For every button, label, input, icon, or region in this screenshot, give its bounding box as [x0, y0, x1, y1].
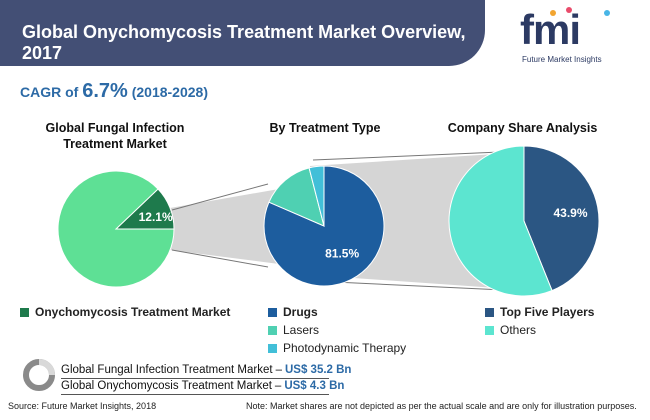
- market-size-divider: [61, 378, 329, 379]
- cagr-value: 6.7%: [82, 80, 128, 102]
- pie-slice-drugs: [263, 165, 385, 287]
- legend-swatch: [20, 307, 29, 317]
- legend-lasers: Lasers: [268, 323, 319, 337]
- zoom-line: [171, 183, 269, 211]
- page-title: Global Onychomycosis Treatment Market Ov…: [22, 22, 466, 63]
- chart1-heading-line1: Global Fungal Infection: [45, 121, 185, 135]
- logo-dot: [604, 10, 610, 16]
- pie-chart-company-share: 43.9%: [448, 145, 600, 297]
- chart3-heading: Company Share Analysis: [447, 121, 598, 135]
- chart2-heading: By Treatment Type: [269, 121, 381, 135]
- legend-swatch: [268, 325, 277, 335]
- data-label: 43.9%: [553, 206, 587, 220]
- pie-slice-lasers: [268, 167, 325, 227]
- zoom-line: [312, 280, 526, 292]
- legend-photodynamic: Photodynamic Therapy: [268, 341, 406, 355]
- legend-label: Lasers: [283, 323, 320, 337]
- zoom-line: [312, 150, 526, 161]
- market-size-onychomycosis-label: Global Onychomycosis Treatment Market: [61, 380, 272, 392]
- market-size-onychomycosis: Global Onychomycosis Treatment Market – US…: [61, 380, 344, 392]
- market-size-fungal-value: US$ 35.2 Bn: [284, 364, 352, 376]
- legend-swatch: [485, 325, 494, 335]
- market-size-separator: –: [274, 380, 282, 392]
- legend-swatch: [485, 307, 494, 317]
- legend-label: Onychomycosis Treatment Market: [35, 305, 231, 319]
- cagr-line: CAGR of 6.7% (2018-2028): [20, 80, 208, 103]
- pie-chart-treatment-type: 81.5%: [263, 165, 385, 287]
- data-label: 12.1%: [139, 210, 173, 224]
- pie-slice-other: [57, 170, 175, 288]
- source-note: Source: Future Market Insights, 2018: [8, 401, 157, 411]
- logo-dot: [550, 10, 556, 16]
- chart1-heading-line2: Treatment Market: [63, 137, 167, 151]
- legend-label: Others: [500, 323, 537, 337]
- legend-others: Others: [485, 323, 536, 337]
- legend-swatch: [268, 343, 277, 353]
- legend-top-five: Top Five Players: [485, 305, 594, 319]
- legend-label: Drugs: [283, 305, 318, 319]
- market-size-icon: [23, 359, 55, 391]
- market-size-onychomycosis-value: US$ 4.3 Bn: [284, 380, 345, 392]
- legend-label: Photodynamic Therapy: [283, 341, 407, 355]
- legend-onychomycosis: Onychomycosis Treatment Market: [20, 305, 230, 319]
- market-size-fungal: Global Fungal Infection Treatment Market…: [61, 364, 351, 376]
- title-banner: Global Onychomycosis Treatment Market Ov…: [0, 0, 485, 66]
- pie-slice-photodynamic-therapy: [308, 165, 325, 227]
- market-size-separator: –: [275, 364, 282, 376]
- zoom-line: [171, 249, 269, 268]
- cagr-period: (2018-2028): [131, 84, 208, 100]
- data-label: 81.5%: [325, 247, 359, 261]
- zoom-connector-1: [170, 189, 279, 264]
- legend-label: Top Five Players: [500, 305, 595, 319]
- disclaimer-note: Note: Market shares are not depicted as …: [246, 401, 637, 411]
- legend-swatch: [268, 307, 277, 317]
- pie-slice-top-five-players: [523, 145, 600, 292]
- cagr-prefix: CAGR of: [20, 84, 79, 100]
- pie-chart-fungal-infection: 12.1%: [57, 170, 175, 288]
- pie-slice-others: [448, 145, 553, 297]
- market-size-fungal-label: Global Fungal Infection Treatment Market: [61, 364, 273, 376]
- market-size-divider: [61, 394, 329, 395]
- logo-subtitle: Future Market Insights: [522, 55, 602, 64]
- fmi-logo: fmi Future Market Insights: [520, 6, 640, 68]
- legend-drugs: Drugs: [268, 305, 318, 319]
- chart1-heading: Global Fungal Infection Treatment Market: [25, 120, 205, 152]
- logo-dot: [566, 7, 572, 13]
